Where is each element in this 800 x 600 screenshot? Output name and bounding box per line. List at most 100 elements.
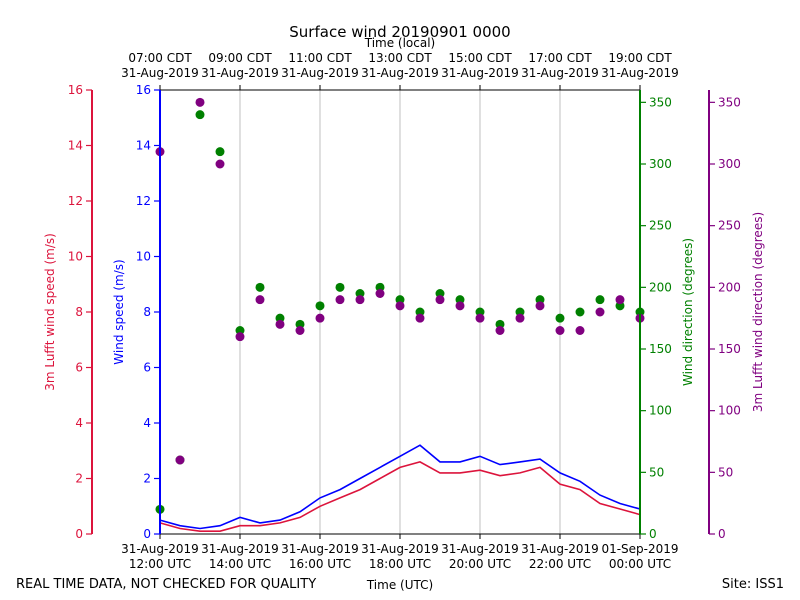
lufft-speed-tick-label: 4 bbox=[75, 416, 83, 430]
wind-dir-point bbox=[415, 307, 425, 317]
lufft-dir-point bbox=[335, 295, 345, 305]
lufft-speed-tick-label: 6 bbox=[75, 361, 83, 375]
wind-dir-point bbox=[195, 110, 205, 120]
lufft-dir-point bbox=[295, 326, 305, 335]
wind-dir-tick-label: 350 bbox=[649, 95, 672, 109]
lufft-speed-tick-label: 8 bbox=[75, 305, 83, 319]
lufft-speed-axis-label: 3m Lufft wind speed (m/s) bbox=[43, 233, 57, 391]
lufft-dir-point bbox=[535, 301, 545, 311]
lufft-dir-point bbox=[595, 307, 605, 317]
lufft-dir-tick-label: 150 bbox=[718, 342, 741, 356]
x-tick-time: 12:00 UTC bbox=[129, 557, 191, 571]
wind-dir-tick-label: 100 bbox=[649, 404, 672, 418]
wind-dir-point bbox=[395, 295, 405, 305]
lufft-dir-point bbox=[195, 97, 205, 107]
wind-dir-tick-label: 250 bbox=[649, 219, 672, 233]
top-tick-time: 11:00 CDT bbox=[288, 51, 352, 65]
wind-speed-tick-label: 8 bbox=[143, 305, 151, 319]
wind-speed-tick-label: 4 bbox=[143, 416, 151, 430]
top-tick-date: 31-Aug-2019 bbox=[601, 66, 679, 80]
lufft-dir-point bbox=[175, 455, 185, 465]
x-tick-date: 31-Aug-2019 bbox=[361, 542, 439, 556]
wind-dir-point bbox=[515, 307, 525, 317]
wind-dir-tick-label: 200 bbox=[649, 280, 672, 294]
wind-dir-point bbox=[235, 326, 245, 335]
lufft-speed-tick-label: 14 bbox=[68, 139, 83, 153]
top-tick-time: 15:00 CDT bbox=[448, 51, 512, 65]
lufft-dir-point bbox=[375, 289, 385, 298]
lufft-dir-tick-label: 200 bbox=[718, 280, 741, 294]
wind-dir-point bbox=[435, 289, 445, 298]
lufft-dir-tick-label: 300 bbox=[718, 157, 741, 171]
lufft-speed-tick-label: 12 bbox=[68, 194, 83, 208]
x-tick-date: 31-Aug-2019 bbox=[121, 542, 199, 556]
lufft-speed-tick-label: 0 bbox=[75, 527, 83, 541]
wind-speed-axis-label: Wind speed (m/s) bbox=[112, 259, 126, 364]
wind-dir-tick-label: 0 bbox=[649, 527, 657, 541]
top-tick-date: 31-Aug-2019 bbox=[521, 66, 599, 80]
wind-dir-tick-label: 150 bbox=[649, 342, 672, 356]
series-layer bbox=[155, 97, 645, 533]
top-tick-time: 07:00 CDT bbox=[128, 51, 192, 65]
wind-dir-point bbox=[615, 301, 625, 311]
x-tick-date: 01-Sep-2019 bbox=[601, 542, 678, 556]
top-tick-time: 13:00 CDT bbox=[368, 51, 432, 65]
series-line-lufft-speed bbox=[159, 461, 641, 533]
lufft-dir-point bbox=[515, 313, 525, 323]
lufft-dir-point bbox=[235, 332, 245, 342]
wind-speed-tick-label: 16 bbox=[136, 83, 151, 97]
top-tick-date: 31-Aug-2019 bbox=[121, 66, 199, 80]
lufft-dir-point bbox=[315, 313, 325, 323]
wind-speed-tick-label: 10 bbox=[136, 250, 151, 264]
wind-dir-point bbox=[455, 295, 465, 305]
top-tick-time: 17:00 CDT bbox=[528, 51, 592, 65]
wind-speed-tick-label: 0 bbox=[143, 527, 151, 541]
wind-dir-point bbox=[495, 319, 505, 329]
series-line-wind-speed bbox=[159, 444, 641, 530]
wind-dir-point bbox=[275, 313, 285, 323]
lufft-speed-tick-label: 10 bbox=[68, 250, 83, 264]
wind-dir-axis-label: Wind direction (degrees) bbox=[681, 238, 695, 386]
wind-dir-tick-label: 300 bbox=[649, 157, 672, 171]
chart-title: Surface wind 20190901 0000 bbox=[289, 23, 510, 41]
lufft-dir-tick-label: 350 bbox=[718, 95, 741, 109]
top-tick-date: 31-Aug-2019 bbox=[281, 66, 359, 80]
top-tick-date: 31-Aug-2019 bbox=[201, 66, 279, 80]
lufft-dir-point bbox=[495, 326, 505, 335]
wind-dir-point bbox=[355, 289, 365, 298]
top-tick-time: 09:00 CDT bbox=[208, 51, 272, 65]
wind-dir-point bbox=[555, 313, 565, 323]
x-tick-time: 00:00 UTC bbox=[609, 557, 671, 571]
lufft-dir-point bbox=[215, 159, 225, 169]
wind-dir-point bbox=[595, 295, 605, 305]
top-tick-date: 31-Aug-2019 bbox=[361, 66, 439, 80]
lufft-dir-tick-label: 50 bbox=[718, 465, 733, 479]
top-tick-date: 31-Aug-2019 bbox=[441, 66, 519, 80]
wind-dir-point bbox=[255, 282, 265, 292]
wind-dir-point bbox=[295, 319, 305, 329]
wind-dir-point bbox=[535, 295, 545, 305]
site-label: Site: ISS1 bbox=[722, 577, 784, 592]
x-tick-time: 22:00 UTC bbox=[529, 557, 591, 571]
x-tick-date: 31-Aug-2019 bbox=[521, 542, 599, 556]
wind-dir-point bbox=[215, 147, 225, 157]
wind-speed-tick-label: 2 bbox=[143, 472, 151, 486]
lufft-dir-tick-label: 0 bbox=[718, 527, 726, 541]
wind-dir-point bbox=[335, 282, 345, 292]
lufft-dir-point bbox=[395, 301, 405, 311]
top-tick-time: 19:00 CDT bbox=[608, 51, 672, 65]
wind-dir-point bbox=[475, 307, 485, 317]
lufft-dir-point bbox=[435, 295, 445, 305]
wind-dir-tick-label: 50 bbox=[649, 465, 664, 479]
x-tick-time: 16:00 UTC bbox=[289, 557, 351, 571]
lufft-dir-point bbox=[575, 326, 585, 335]
lufft-dir-point bbox=[255, 295, 265, 305]
wind-dir-point bbox=[375, 282, 385, 292]
wind-speed-tick-label: 12 bbox=[136, 194, 151, 208]
lufft-dir-point bbox=[275, 319, 285, 329]
bottom-axis-label: Time (UTC) bbox=[366, 578, 433, 592]
lufft-dir-tick-label: 100 bbox=[718, 404, 741, 418]
lufft-dir-point bbox=[615, 295, 625, 305]
